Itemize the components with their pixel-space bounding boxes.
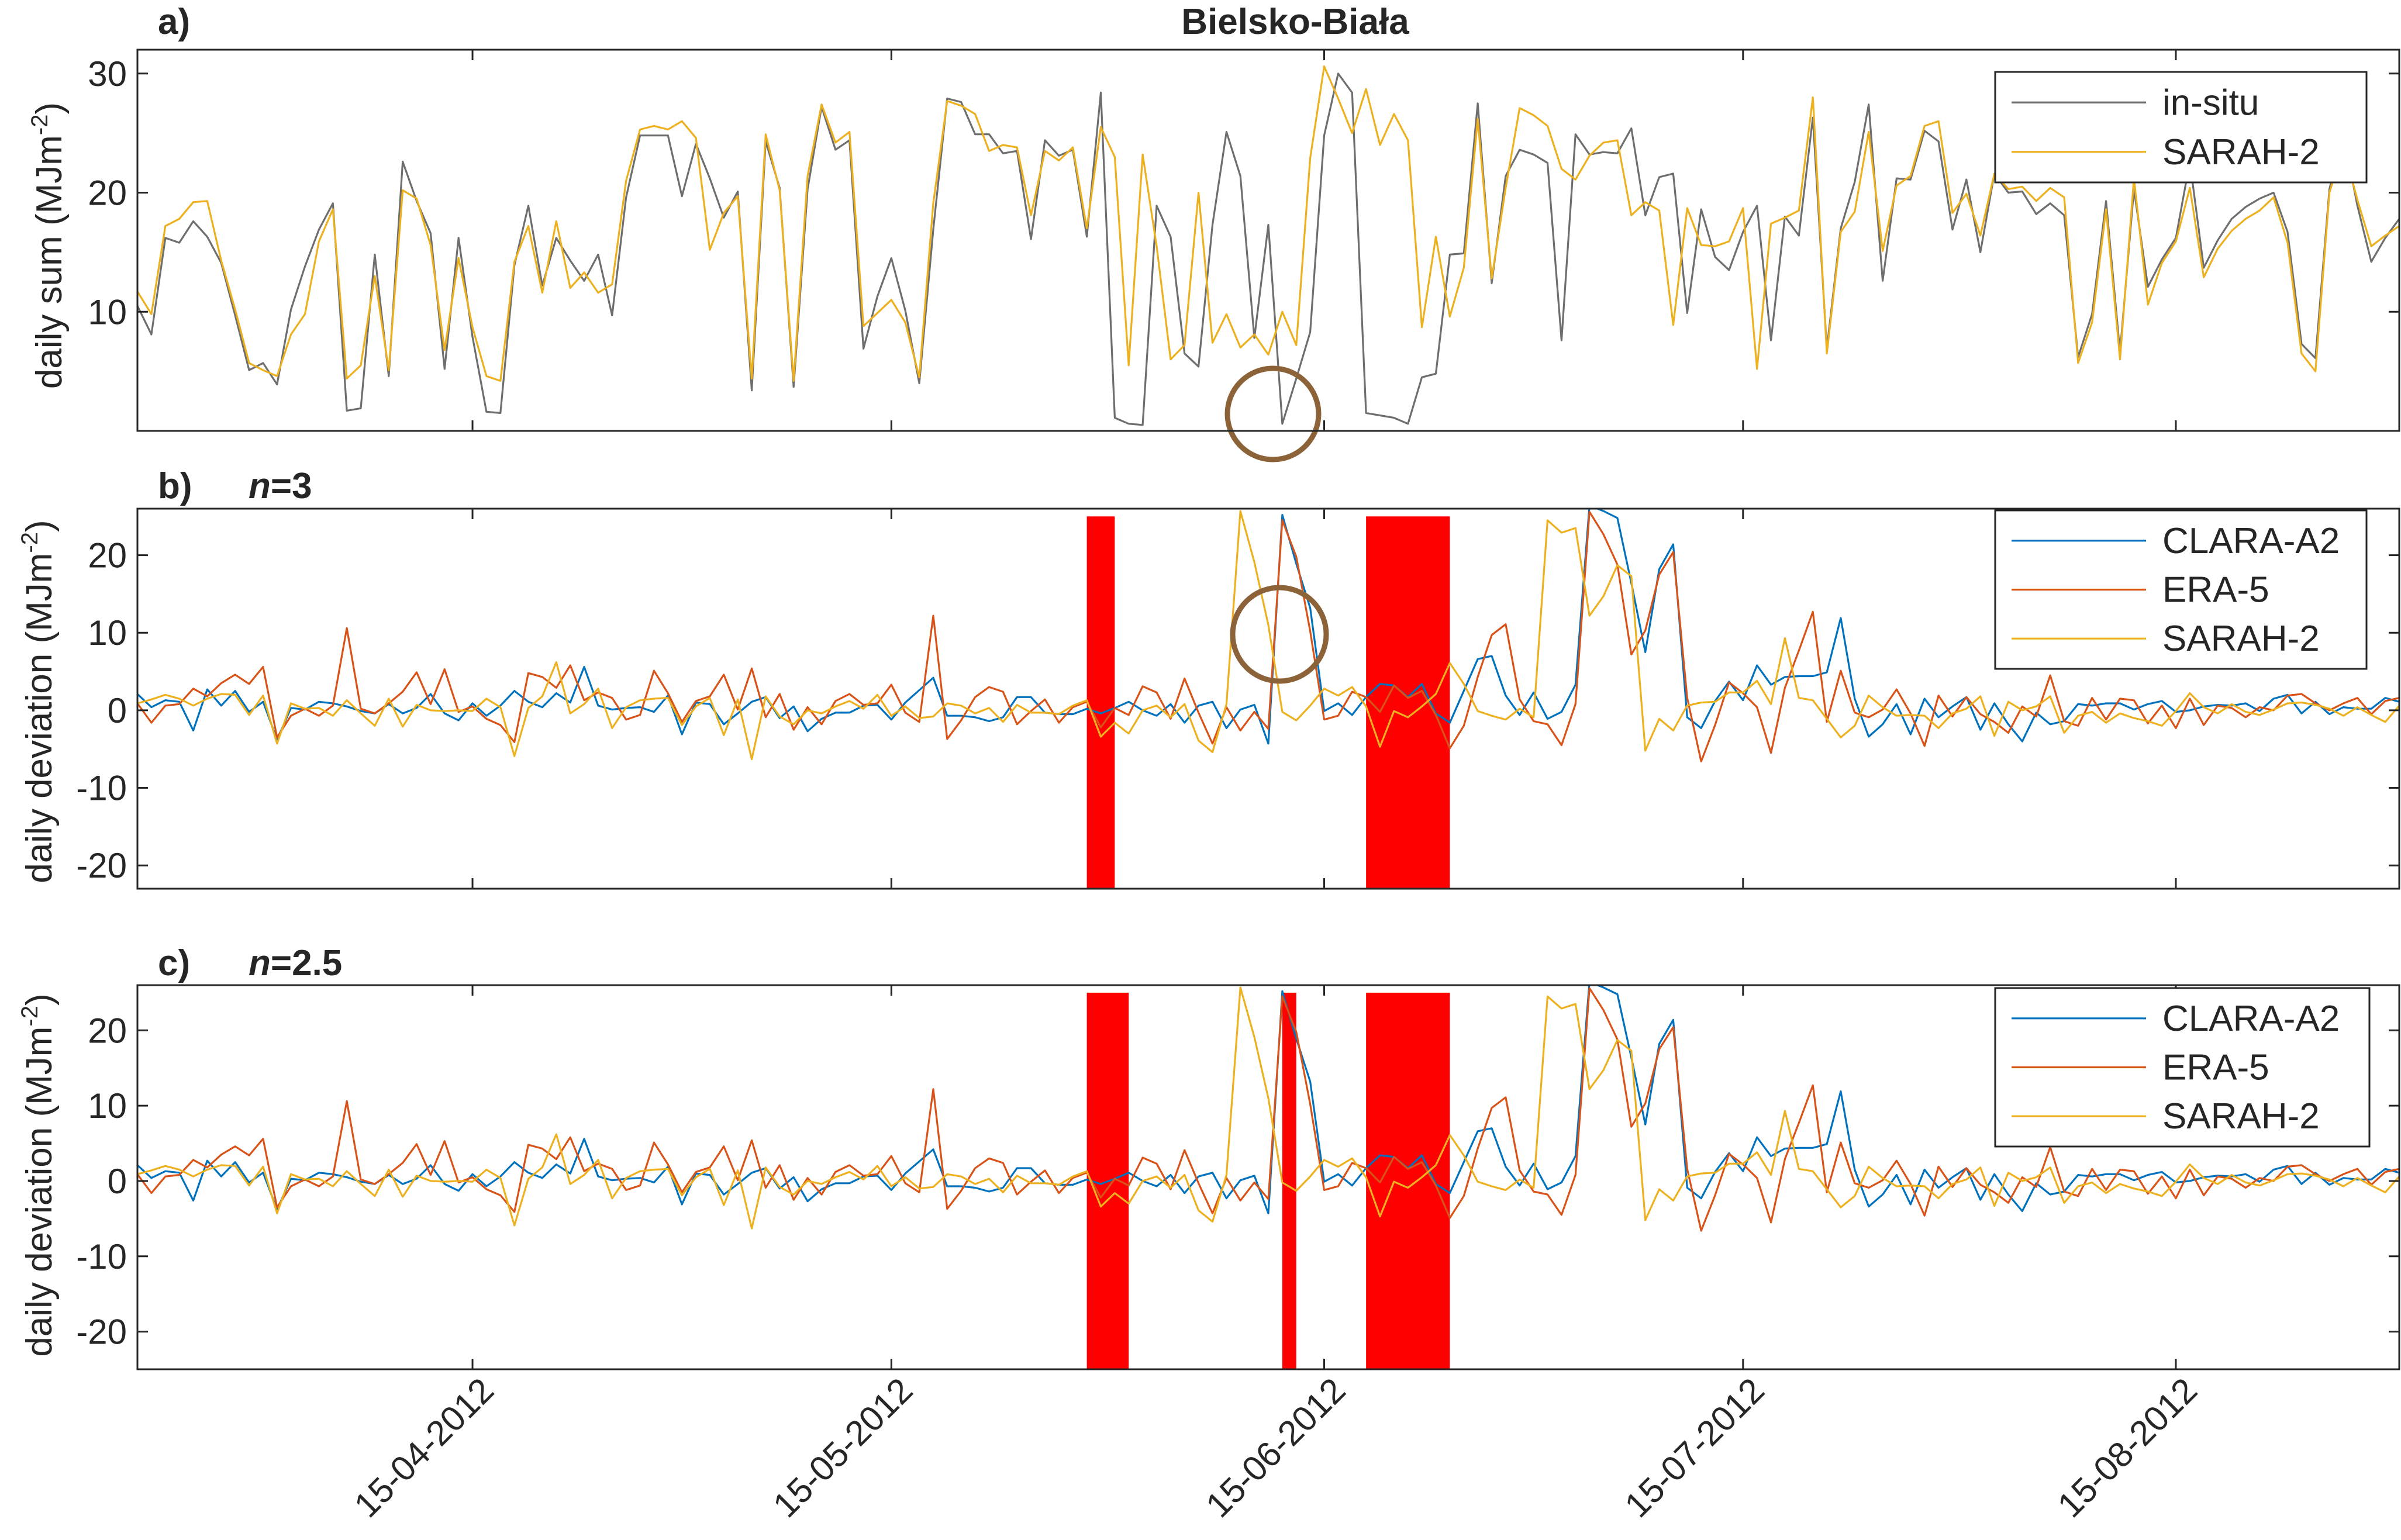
legend-a: in-situ SARAH-2 <box>1994 71 2368 184</box>
panel-a-ylabel-sup: -2 <box>27 115 53 136</box>
plot-b: -20 -10 0 10 20 CLARA-A2 ERA-5 SARAH-2 <box>76 507 2400 890</box>
series-line-b-era-5 <box>137 510 2399 763</box>
legend-label-b-clara-a2: CLARA-A2 <box>2162 521 2340 561</box>
legend-label-c-clara-a2: CLARA-A2 <box>2162 999 2340 1039</box>
y-tick-label-b-10: 10 <box>88 613 127 652</box>
highlight-span-c-2 <box>1282 992 1296 1369</box>
series-line-c-sarah-2 <box>137 986 2399 1230</box>
legend-label-a-sarah-2: SARAH-2 <box>2162 132 2320 172</box>
x-tick-label-15-08-2012: 15-08-2012 <box>2050 1370 2205 1525</box>
y-tick-label-b-20: -20 <box>76 846 127 885</box>
y-tick-label-c-10: -10 <box>76 1237 127 1276</box>
panel-a-ylabel-close: ) <box>29 102 70 115</box>
legend-b: CLARA-A2 ERA-5 SARAH-2 <box>1994 509 2368 670</box>
panel-b: b) n=3 daily deviation (MJm-2) -20 -10 0 10… <box>17 466 2400 890</box>
panel-b-n-value: =3 <box>271 466 312 506</box>
y-tick-label-b-0: 0 <box>108 691 127 730</box>
panel-c-label: c) <box>158 943 190 983</box>
legend-box-a <box>1994 71 2368 184</box>
y-tick-label-c-0: 0 <box>108 1162 127 1201</box>
y-tick-label-c-10: 10 <box>88 1086 127 1125</box>
legend-label-a-in-situ: in-situ <box>2162 82 2259 123</box>
legend-label-c-era-5: ERA-5 <box>2162 1048 2269 1088</box>
x-tick-labels: 15-04-2012 15-05-2012 15-06-2012 15-07-2012… <box>347 1370 2205 1525</box>
series-line-a-sarah-2 <box>137 65 2399 382</box>
series-group-b <box>137 509 2399 763</box>
highlight-span-b-2 <box>1366 516 1450 889</box>
panel-b-n-label: n=3 <box>249 466 312 506</box>
x-tick-label-15-04-2012: 15-04-2012 <box>347 1370 501 1525</box>
annotation-circle-b <box>1230 585 1329 684</box>
y-tick-label-a-20: 20 <box>88 174 127 213</box>
panel-b-ylabel-text: daily deviation (MJm <box>19 553 60 883</box>
y-tick-label-b-20: 20 <box>88 536 127 575</box>
panel-a-ylabel-text: daily sum (MJm <box>29 135 70 389</box>
x-tick-label-15-05-2012: 15-05-2012 <box>765 1370 920 1525</box>
panel-c: c) n=2.5 daily deviation (MJm-2) -20 -10 0… <box>17 943 2400 1370</box>
axes-frame-a <box>136 49 2400 432</box>
y-tick-label-c-20: -20 <box>76 1313 127 1352</box>
panel-c-n-value: =2.5 <box>271 943 342 983</box>
panel-c-n-label: n=2.5 <box>249 943 342 983</box>
y-tick-label-b-10: -10 <box>76 769 127 808</box>
panel-c-n-letter: n <box>249 943 271 983</box>
series-line-a-in-situ <box>137 72 2399 426</box>
series-group-a <box>137 65 2399 426</box>
panel-c-ylabel-text: daily deviation (MJm <box>19 1027 60 1357</box>
series-group-c <box>137 985 2399 1232</box>
legend-label-b-era-5: ERA-5 <box>2162 570 2269 610</box>
legend-label-b-sarah-2: SARAH-2 <box>2162 619 2320 659</box>
y-tick-label-c-20: 20 <box>88 1011 127 1050</box>
panel-b-ylabel: daily deviation (MJm-2) <box>17 520 60 883</box>
panel-b-ylabel-sup: -2 <box>17 532 43 553</box>
annotation-circle-a <box>1224 365 1322 462</box>
axes-frame-b <box>136 507 2400 890</box>
y-tick-label-a-30: 30 <box>88 54 127 94</box>
series-line-c-era-5 <box>137 987 2399 1232</box>
panel-c-ylabel: daily deviation (MJm-2) <box>17 993 60 1356</box>
x-tick-label-15-06-2012: 15-06-2012 <box>1198 1370 1353 1525</box>
y-tick-label-a-10: 10 <box>88 292 127 332</box>
highlight-span-b-1 <box>1086 516 1115 889</box>
series-line-b-clara-a2 <box>137 509 2399 745</box>
panel-c-ylabel-sup: -2 <box>17 1006 43 1027</box>
panel-a-label: a) <box>158 2 190 42</box>
panel-c-ylabel-close: ) <box>19 993 60 1006</box>
series-line-b-sarah-2 <box>137 510 2399 761</box>
panel-b-label: b) <box>158 466 192 506</box>
panel-a-ylabel: daily sum (MJm-2) <box>27 102 70 389</box>
legend-label-c-sarah-2: SARAH-2 <box>2162 1096 2320 1137</box>
chart-title: Bielsko-Biała <box>1181 2 1409 42</box>
legend-c: CLARA-A2 ERA-5 SARAH-2 <box>1994 987 2371 1148</box>
x-tick-label-15-07-2012: 15-07-2012 <box>1617 1370 1772 1525</box>
panel-b-ylabel-close: ) <box>19 520 60 532</box>
plot-c: -20 -10 0 10 20 CLARA-A2 ERA-5 SARAH-2 <box>76 984 2400 1370</box>
plot-a: 10 20 30 in-situ SARAH-2 <box>88 49 2400 462</box>
panel-b-n-letter: n <box>249 466 271 506</box>
panel-a: a) daily sum (MJm-2) 10 20 30 in-situ SARAH-… <box>27 2 2400 462</box>
axes-frame-c <box>136 984 2400 1370</box>
series-line-c-clara-a2 <box>137 985 2399 1214</box>
